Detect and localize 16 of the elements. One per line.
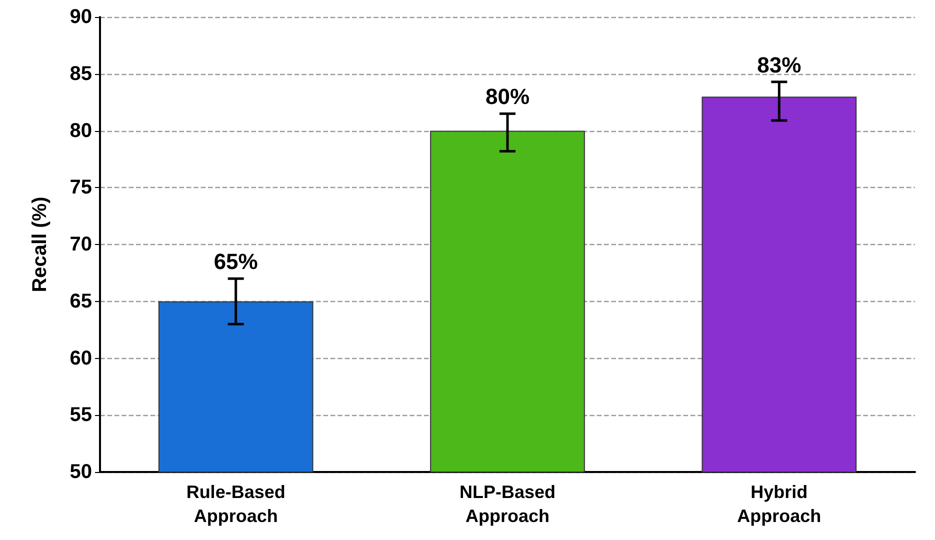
y-axis-title: Recall (%) [29,196,51,292]
x-tick-label: Rule-Based Approach [186,482,286,526]
y-tick-label: 85 [70,62,92,85]
y-tick-label: 80 [70,120,92,142]
y-tick-label: 50 [70,461,92,483]
y-tick-label: 90 [70,6,92,28]
y-tick-label: 55 [70,404,92,426]
x-tick-label: Hybrid Approach [737,482,822,526]
data-label: 83% [757,52,802,78]
y-tick-label: 70 [70,234,92,256]
y-tick-label: 75 [70,176,92,199]
data-label: 65% [214,249,258,274]
data-label: 80% [485,84,530,110]
y-tick-label: 65 [70,290,92,312]
y-tick-label: 60 [70,347,92,370]
x-tick-label: NLP-Based Approach [459,482,556,526]
